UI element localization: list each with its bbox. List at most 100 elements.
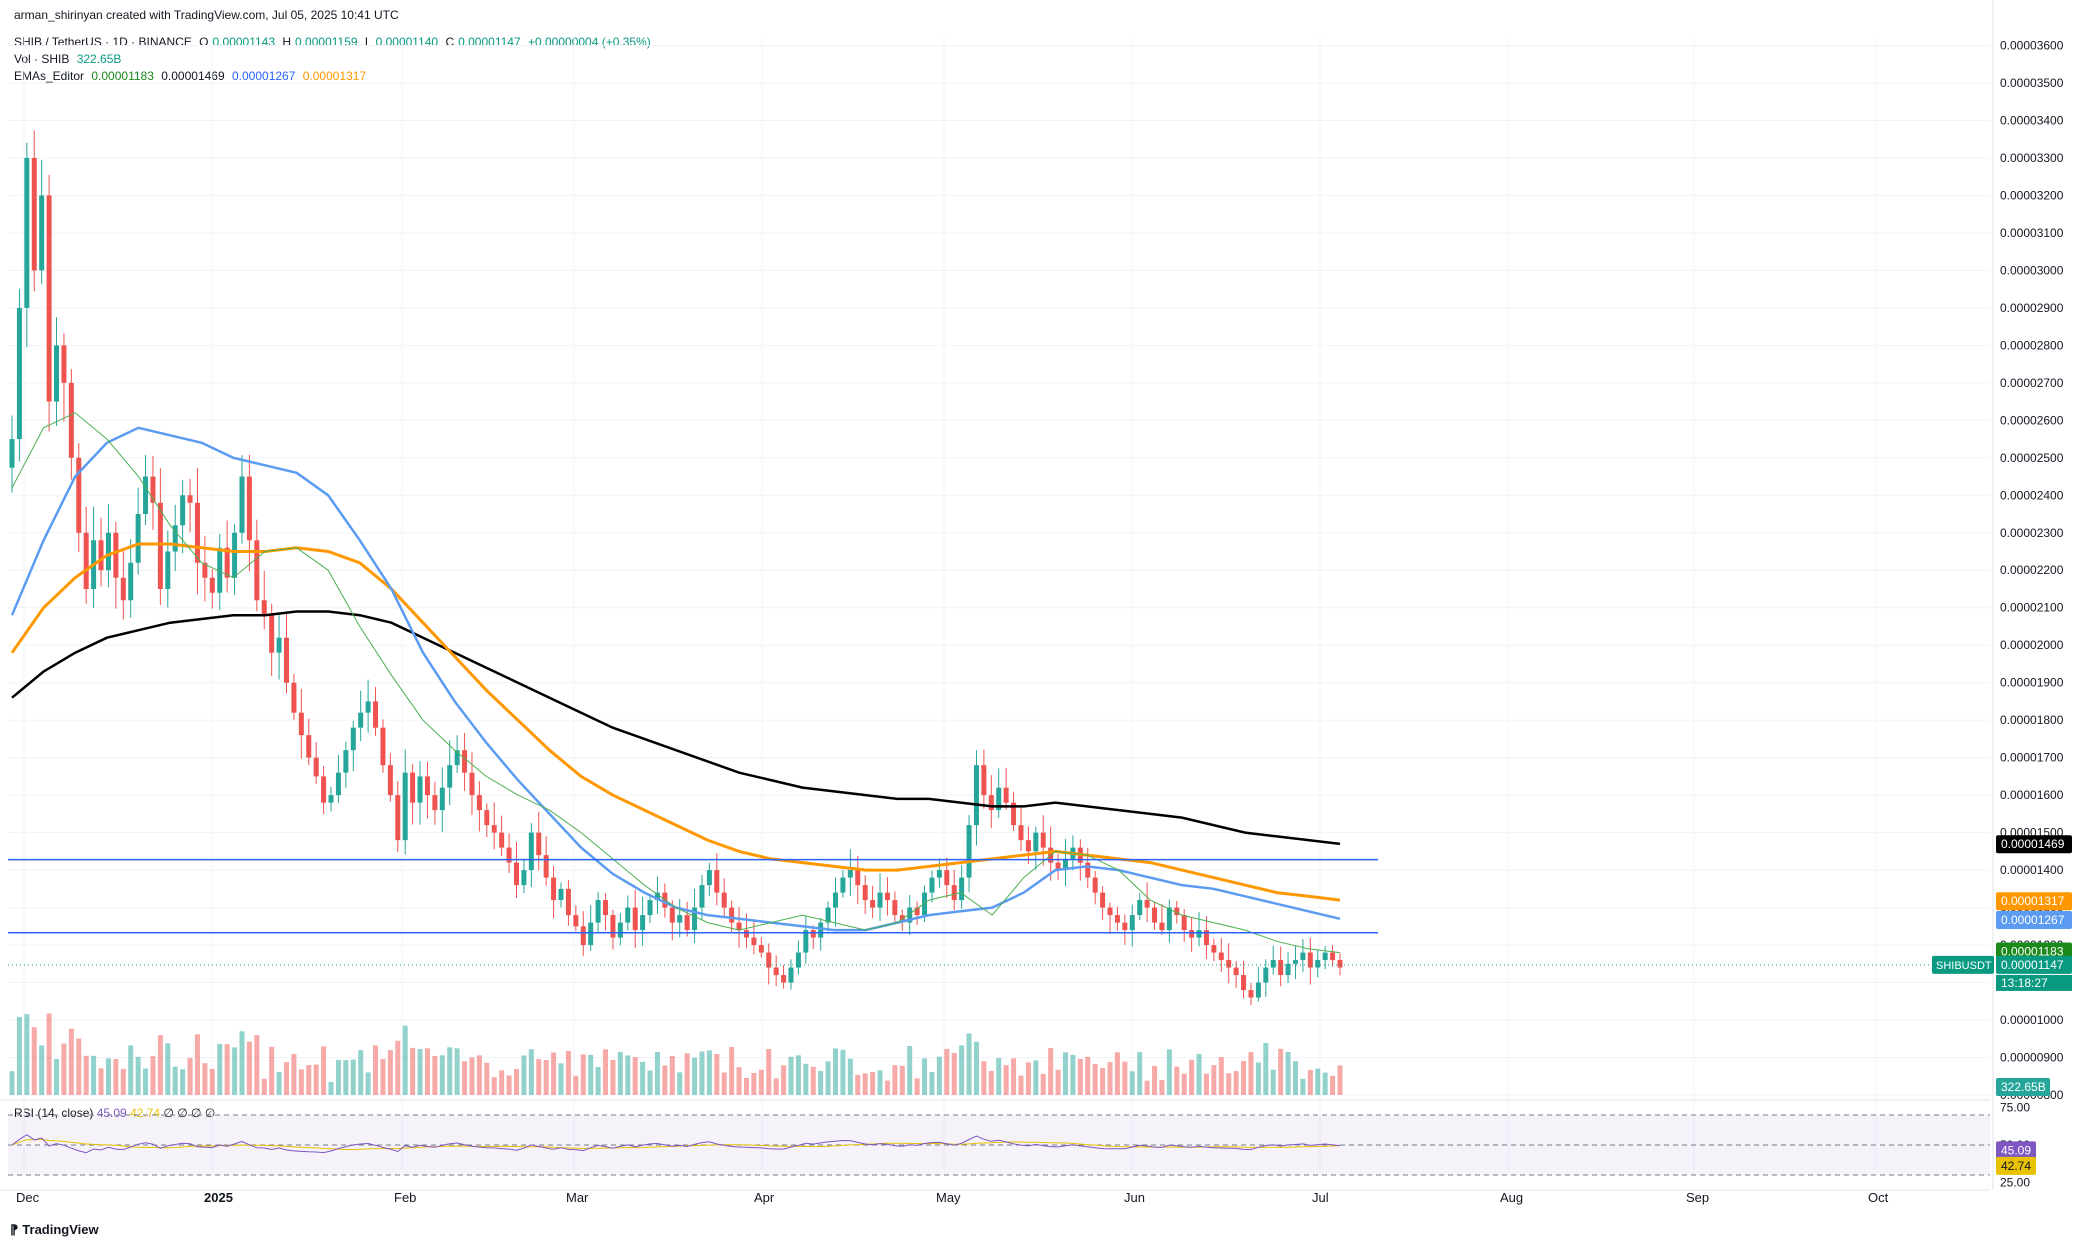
x-tick-label: Jun [1124, 1190, 1145, 1205]
candle-body [447, 765, 453, 788]
ema-label[interactable]: EMAs_Editor [14, 69, 85, 83]
volume-group [9, 1013, 1343, 1095]
volume-bar [365, 1072, 371, 1095]
volume-bar [736, 1067, 742, 1095]
candle-body [143, 476, 149, 515]
volume-bar [914, 1078, 920, 1095]
candle-body [1107, 907, 1113, 916]
candle-body [558, 888, 564, 901]
volume-bar [24, 1014, 30, 1095]
volume-bar [1144, 1080, 1150, 1095]
footer-brand[interactable]: ⁋ TradingView [10, 1222, 99, 1238]
volume-bar [996, 1058, 1002, 1095]
candle-body [68, 382, 74, 458]
volume-bar [899, 1065, 905, 1095]
volume-bar [402, 1025, 408, 1095]
volume-bar [91, 1055, 97, 1095]
volume-bar [1226, 1073, 1232, 1095]
volume-bar [677, 1072, 683, 1095]
candle-body [157, 502, 163, 589]
volume-bar [1152, 1065, 1158, 1095]
candle-body [588, 922, 594, 946]
price-label: 0.00001183 [2001, 944, 2064, 958]
candle-body [291, 682, 297, 713]
volume-bar [862, 1073, 868, 1095]
candle-body [61, 345, 67, 383]
volume-bar [343, 1060, 349, 1095]
candle-body [54, 345, 60, 402]
volume-bar [1233, 1071, 1239, 1095]
candle-body [1018, 825, 1024, 841]
volume-bar [966, 1033, 972, 1095]
volume-bar [373, 1045, 379, 1095]
volume-bar [410, 1047, 416, 1095]
volume-bar [1270, 1069, 1276, 1095]
volume-bar [1092, 1064, 1098, 1095]
candle-body [573, 915, 579, 927]
candle-body [936, 870, 942, 878]
candle-body [105, 532, 111, 571]
volume-bar [224, 1044, 230, 1095]
candle-body [417, 776, 423, 803]
volume-bar [1114, 1052, 1120, 1095]
volume-bar [981, 1061, 987, 1095]
low-label: L [364, 35, 372, 49]
volume-bar [217, 1043, 223, 1095]
y-tick-label: 0.00003000 [2000, 263, 2064, 277]
candle-body [254, 540, 260, 601]
candle-body [973, 765, 979, 826]
volume-value: 322.65B [76, 52, 122, 66]
volume-bar [1011, 1058, 1017, 1095]
candle-body [1144, 900, 1150, 908]
volume-bar [684, 1053, 690, 1095]
candle-body [1174, 907, 1180, 916]
volume-bar [669, 1056, 675, 1095]
volume-bar [1203, 1073, 1209, 1095]
y-tick-label: 0.00002300 [2000, 526, 2064, 540]
candle-body [217, 547, 223, 593]
candle-body [877, 892, 883, 908]
candle-body [981, 765, 987, 796]
candle-body [269, 615, 275, 653]
candle-body [239, 476, 245, 533]
candle-body [1152, 907, 1158, 923]
candle-body [469, 772, 475, 796]
y-tick-label: 0.00002200 [2000, 563, 2064, 577]
candle-body [565, 888, 571, 916]
volume-bar [1003, 1065, 1009, 1095]
candle-body [113, 532, 119, 578]
candle-body [825, 907, 831, 923]
volume-label[interactable]: Vol · SHIB [14, 52, 70, 66]
volume-bar [54, 1059, 60, 1095]
volume-bar [172, 1066, 178, 1095]
volume-bar [1085, 1056, 1091, 1095]
volume-bar [781, 1065, 787, 1095]
y-tick-label: 0.00003200 [2000, 188, 2064, 202]
candle-body [180, 495, 186, 526]
candle-body [781, 975, 787, 983]
rsi-label[interactable]: RSI (14, close) [14, 1106, 94, 1120]
rsi-ma-value: 42.74 [130, 1106, 161, 1120]
chart-credit: arman_shirinyan created with TradingView… [14, 8, 399, 22]
candle-body [1181, 915, 1187, 931]
volume-bar [1337, 1065, 1343, 1095]
volume-bar [1070, 1054, 1076, 1095]
candle-body [224, 547, 230, 578]
volume-bar [573, 1075, 579, 1095]
volume-bar [469, 1057, 475, 1095]
candle-body [1330, 952, 1336, 961]
price-label: 0.00001317 [2001, 894, 2065, 908]
volume-bar [1255, 1062, 1261, 1095]
candle-body [714, 870, 720, 893]
y-tick-label: 0.00001900 [2000, 676, 2064, 690]
volume-bar [284, 1062, 290, 1095]
volume-bar [491, 1077, 497, 1095]
open-label: O [199, 35, 209, 49]
countdown-bg [1996, 974, 2072, 991]
candle-body [1292, 960, 1298, 964]
rsi-tag-bg [1996, 1141, 2036, 1160]
y-tick-label: 0.00002500 [2000, 451, 2064, 465]
volume-bar [387, 1049, 393, 1095]
volume-bar [513, 1069, 519, 1095]
